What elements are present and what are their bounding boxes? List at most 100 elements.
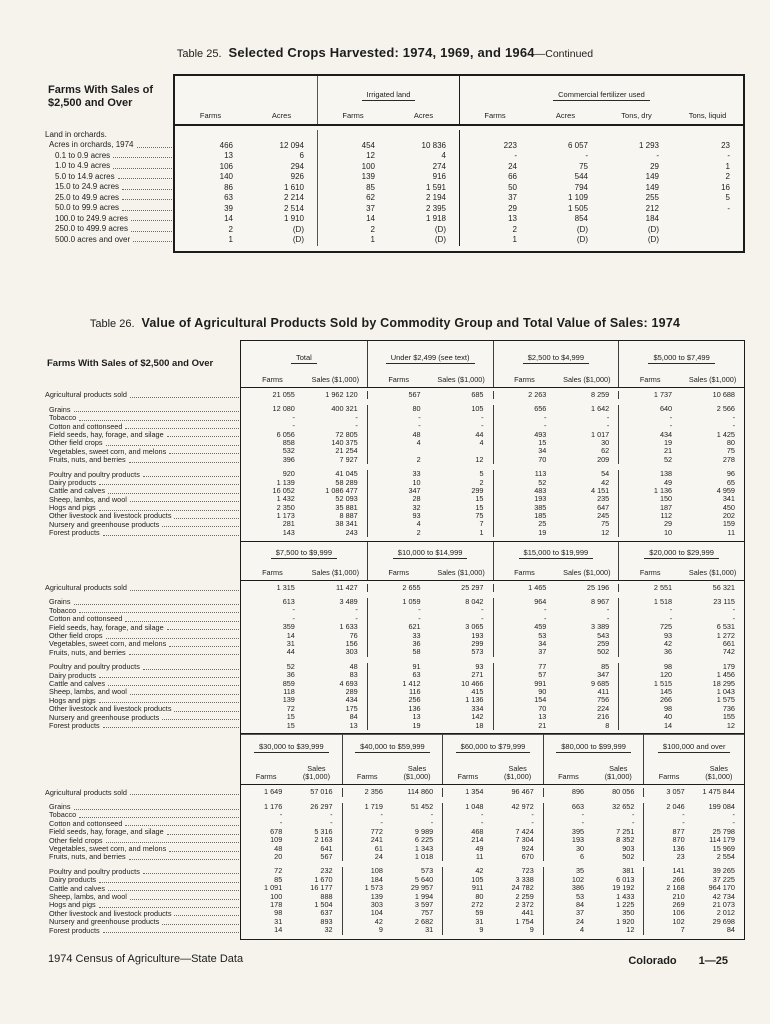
data-cell: 7 (643, 925, 693, 935)
group-header-label: $5,000 to $7,499 (648, 353, 715, 364)
data-cell: 9 989 (414, 826, 434, 836)
data-cell: 216 (597, 712, 610, 722)
column-header: Farms (199, 111, 222, 120)
data-cell: 854 (574, 214, 588, 223)
data-cell: 347 (597, 670, 610, 680)
data-cell: 28 (366, 494, 430, 504)
data-cell: 245 (597, 511, 610, 521)
dot-leader (99, 881, 239, 883)
data-cell: 6 531 (716, 622, 735, 632)
data-cell: 916 (432, 172, 446, 181)
row-label: Tobacco (49, 811, 77, 820)
row-label: Tobacco (49, 606, 77, 615)
column-header: Sales ($1,000) (563, 375, 611, 384)
data-cell: 502 (622, 852, 635, 862)
data-cell (317, 130, 388, 141)
dot-leader (99, 677, 239, 679)
row-label-line: Fruits, nuts, and berries (45, 456, 240, 464)
row-label-line: Other field crops (45, 632, 240, 640)
table-row: 1 432 52 093 28 15 193 235 150 341 (241, 494, 744, 504)
data-cell: 1 293 (638, 140, 659, 150)
data-cell: 459 (492, 622, 556, 632)
data-cell: 34 (492, 639, 556, 649)
data-cell: 259 (597, 639, 610, 648)
column-header: Tons, liquid (688, 111, 727, 120)
data-cell: - (732, 412, 735, 422)
data-cell: 113 (492, 469, 556, 479)
data-cell: - (442, 819, 492, 828)
data-cell: 2 (366, 528, 430, 538)
row-label-line: Tobacco (45, 606, 240, 614)
column-header-row: Farms Sales ($1,000) Farms Sales ($1,000) Fa… (241, 365, 744, 387)
data-cell: - (542, 810, 593, 820)
data-cell: - (292, 412, 295, 422)
data-cell: 8 042 (465, 597, 484, 607)
dot-leader (142, 668, 239, 670)
data-cell: 42 (618, 639, 681, 649)
data-cell: 75 (601, 519, 610, 529)
data-cell: 5 (725, 193, 730, 202)
data-cell: 294 (290, 161, 304, 171)
row-label-line: Sheep, lambs, and wool (45, 495, 240, 503)
dot-leader (129, 898, 239, 900)
data-cell: 9 (529, 925, 534, 935)
stub-header-space (45, 733, 240, 783)
data-cell: 10 (618, 528, 681, 538)
data-cell: 1 (228, 235, 233, 244)
data-cell: 573 (421, 866, 434, 876)
data-cell: 21 073 (712, 900, 735, 909)
row-label: 25.0 to 49.9 acres (55, 192, 120, 202)
data-cell: 757 (421, 908, 434, 918)
row-label: Field seeds, hay, forage, and silage (49, 430, 164, 439)
column-header: Sales ($1,000) (302, 764, 331, 782)
dot-leader (79, 419, 239, 421)
data-cell: 38 341 (335, 519, 358, 529)
column-header: Farms (459, 102, 530, 124)
data-cell: 53 (542, 892, 593, 902)
data-cell: 2 395 (425, 203, 446, 213)
data-cell: 1 737 (618, 390, 681, 400)
row-label-line: Grains (45, 803, 240, 811)
table-row: 678 5 316 772 9 989 468 7 424 395 7 251 877 25 79… (241, 826, 744, 837)
data-cell: 2 046 (643, 802, 693, 812)
data-cell: 411 (597, 686, 610, 696)
table25-number: Table 25. (176, 48, 222, 60)
data-cell: 37 (459, 193, 530, 204)
data-cell: 19 (618, 438, 681, 448)
data-cell: 6 013 (616, 874, 635, 884)
row-label-line: Fruits, nuts, and berries (45, 648, 240, 656)
row-label: Other livestock and livestock products (49, 909, 172, 918)
data-cell: 10 (366, 478, 430, 487)
data-cell: - (732, 613, 735, 623)
row-label-line: Dairy products (45, 479, 240, 487)
data-cell: 359 (282, 622, 295, 632)
data-cell: 1 920 (616, 916, 635, 926)
row-label: 50.0 to 99.9 acres (55, 203, 120, 212)
row-label-line: Other field crops (45, 439, 240, 447)
row-label: 1.0 to 4.9 acres (55, 161, 111, 170)
data-cell: 12 (317, 151, 388, 162)
row-label-line: Field seeds, hay, forage, and silage (45, 828, 240, 836)
group-header-label: Total (290, 353, 317, 364)
data-cell: 70 (492, 704, 556, 714)
data-cell: 108 (341, 867, 392, 876)
table-row: 12 080 400 321 80 105 656 1 642 640 2 566 (241, 404, 744, 414)
data-cell: 54 (601, 469, 610, 479)
data-cell: - (585, 151, 588, 160)
data-cell: 51 452 (410, 801, 434, 811)
row-label: Grains (49, 802, 71, 812)
data-cell: 70 (492, 455, 556, 465)
band-stub-column: Agricultural products sold Grains Tobacco C… (45, 733, 240, 939)
table25-row-labels: Land in orchards. Acres in orchards, 1974… (45, 122, 173, 244)
data-cell (366, 447, 430, 456)
data-cell: 116 (366, 687, 430, 697)
data-cell: 25 297 (461, 582, 484, 592)
data-cell: 1 962 120 (325, 390, 358, 399)
data-cell (246, 130, 317, 141)
row-label: Field seeds, hay, forage, and silage (49, 827, 164, 837)
dot-leader (129, 693, 239, 695)
data-cell: 347 (366, 486, 430, 496)
column-header: Sales ($1,000) (311, 567, 360, 577)
data-cell: 29 957 (410, 883, 434, 893)
row-label-line: Poultry and poultry products (45, 663, 240, 671)
